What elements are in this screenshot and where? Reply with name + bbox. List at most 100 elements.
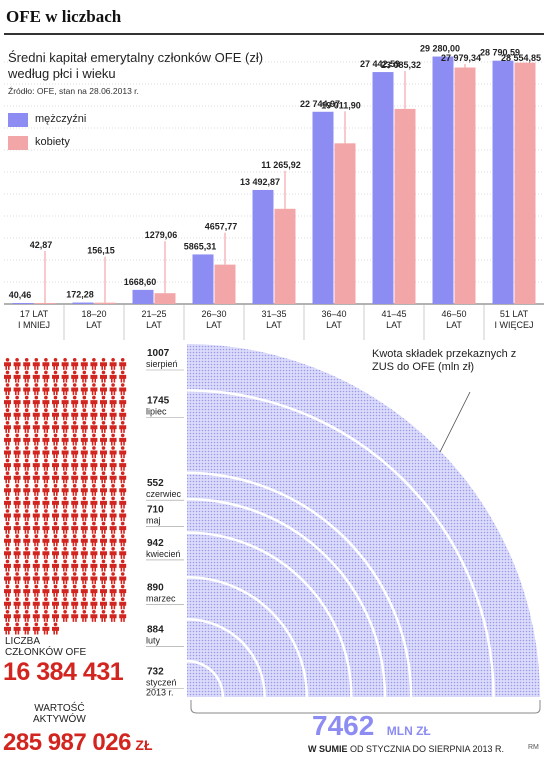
bar-women xyxy=(454,67,476,304)
person-head xyxy=(63,421,67,425)
person-body xyxy=(80,463,88,471)
person-icon xyxy=(23,484,31,496)
person-body xyxy=(42,425,50,433)
person-body xyxy=(71,500,79,509)
legend-swatch-men xyxy=(8,113,28,127)
data-label-men: 5865,31 xyxy=(184,241,217,251)
person-icon xyxy=(23,433,31,446)
person-icon xyxy=(42,509,50,522)
person-head xyxy=(82,610,87,614)
person-body xyxy=(100,538,107,547)
person-head xyxy=(72,408,77,412)
person-body xyxy=(32,488,40,496)
person-head xyxy=(111,408,115,412)
person-head xyxy=(15,458,19,463)
person-body xyxy=(61,488,69,496)
source-note: Źródło: OFE, stan na 28.06.2013 r. xyxy=(8,86,139,96)
person-body xyxy=(13,425,21,433)
person-body xyxy=(23,488,31,496)
person-head xyxy=(72,559,77,564)
person-icon xyxy=(71,509,79,522)
person-head xyxy=(82,471,87,475)
person-body xyxy=(52,626,59,635)
person-body xyxy=(4,387,11,396)
person-icon xyxy=(90,458,98,471)
person-icon xyxy=(61,509,69,522)
person-head xyxy=(82,458,87,463)
person-icon xyxy=(13,408,21,421)
person-head xyxy=(92,484,96,488)
bar-women xyxy=(394,108,416,304)
person-icon xyxy=(13,458,21,471)
data-label-men: 13 492,87 xyxy=(240,177,280,187)
person-body xyxy=(80,589,88,597)
person-body xyxy=(4,362,11,370)
bar-men xyxy=(12,303,34,304)
person-icon xyxy=(71,547,79,559)
person-head xyxy=(24,559,29,564)
person-body xyxy=(71,526,79,534)
person-head xyxy=(44,446,48,450)
person-body xyxy=(52,551,59,559)
person-icon xyxy=(23,572,31,585)
person-head xyxy=(101,395,106,400)
person-icon xyxy=(80,408,88,421)
person-head xyxy=(101,509,106,513)
person-head xyxy=(24,446,29,450)
person-icon xyxy=(4,446,11,459)
person-body xyxy=(119,463,127,471)
person-icon xyxy=(80,496,88,509)
person-body xyxy=(32,563,40,572)
person-icon xyxy=(90,446,98,459)
person-head xyxy=(5,370,10,375)
person-icon xyxy=(100,458,107,471)
person-body xyxy=(71,538,79,547)
person-icon xyxy=(23,370,31,383)
person-body xyxy=(4,425,11,433)
person-head xyxy=(82,534,87,538)
person-body xyxy=(100,526,107,534)
person-head xyxy=(53,584,58,589)
person-body xyxy=(61,589,69,597)
person-head xyxy=(5,534,10,538)
person-head xyxy=(72,471,77,475)
data-label-women: 1279,06 xyxy=(145,230,178,240)
bar-women xyxy=(334,143,356,304)
person-body xyxy=(80,412,88,421)
person-body xyxy=(71,400,79,408)
person-body xyxy=(71,374,79,383)
person-head xyxy=(101,471,106,475)
person-head xyxy=(82,572,87,576)
person-icon xyxy=(80,458,88,471)
person-body xyxy=(109,601,117,610)
person-head xyxy=(24,370,29,375)
person-icon xyxy=(4,484,11,496)
person-head xyxy=(63,408,67,412)
person-head xyxy=(92,421,96,425)
person-head xyxy=(82,433,87,438)
person-head xyxy=(120,610,125,614)
person-head xyxy=(34,534,39,538)
person-icon xyxy=(71,610,79,622)
person-head xyxy=(53,521,58,526)
person-head xyxy=(34,433,39,438)
person-icon xyxy=(71,484,79,496)
person-body xyxy=(4,626,11,635)
person-body xyxy=(4,463,11,471)
person-head xyxy=(44,458,48,463)
person-icon xyxy=(13,534,21,547)
person-icon xyxy=(119,547,127,559)
person-icon xyxy=(61,572,69,585)
person-icon xyxy=(119,383,127,396)
person-body xyxy=(61,425,69,433)
person-head xyxy=(34,572,39,576)
person-head xyxy=(63,395,67,400)
person-head xyxy=(63,584,67,589)
person-icon xyxy=(13,395,21,408)
person-head xyxy=(92,547,96,551)
person-icon xyxy=(71,383,79,396)
members-value: 16 384 431 xyxy=(3,658,124,686)
person-icon xyxy=(42,446,50,459)
person-icon xyxy=(109,534,117,547)
person-icon xyxy=(23,547,31,559)
